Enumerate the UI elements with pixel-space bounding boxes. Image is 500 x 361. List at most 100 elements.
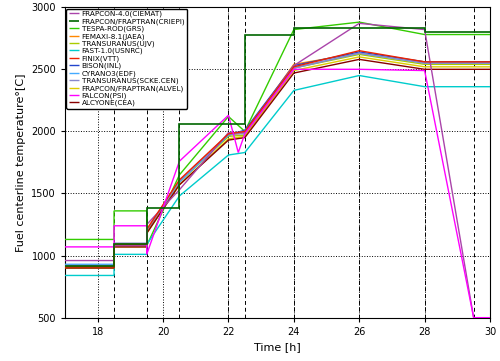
FINIX(VTT) (242, 129, 248, 134)
TESPA-ROD(GRS) (242, 129, 248, 134)
FRAPCON/FRAPTRAN(CRIEPI) (422, 30, 428, 34)
CYRANO3(EDF) (242, 129, 248, 134)
FEMAXI-8.1(JAEA) (226, 133, 232, 137)
FRAPCON/FRAPTRAN(CRIEPI) (111, 242, 117, 247)
FRAPCON/FRAPTRAN(ALVEL) (242, 134, 248, 139)
FINIX(VTT) (62, 265, 68, 269)
ALCYONE(CEA) (422, 67, 428, 71)
FRAPCON-4.0(CIEMAT) (470, 316, 476, 320)
FEMAXI-8.1(JAEA) (422, 60, 428, 64)
ALCYONE(CEA) (226, 138, 232, 142)
BISON(INL) (62, 265, 68, 269)
TRANSURANUS(SCKE.CEN) (422, 61, 428, 65)
CYRANO3(EDF) (242, 129, 248, 134)
FRAPCON/FRAPTRAN(ALVEL) (226, 137, 232, 141)
FRAPCON/FRAPTRAN(CRIEPI) (226, 122, 232, 126)
CYRANO3(EDF) (144, 242, 150, 247)
FAST-1.0(USNRC) (291, 88, 297, 92)
FRAPCON/FRAPTRAN(CRIEPI) (111, 264, 117, 268)
FRAPCON/FRAPTRAN(CRIEPI) (422, 26, 428, 30)
TRANSURANUS(UJV) (242, 133, 248, 137)
Line: FALCON(PSI): FALCON(PSI) (65, 69, 490, 318)
FALCON(PSI) (111, 245, 117, 249)
BISON(INL) (144, 229, 150, 233)
BISON(INL) (291, 64, 297, 68)
FRAPCON-4.0(CIEMAT) (422, 27, 428, 32)
FINIX(VTT) (144, 227, 150, 232)
FRAPCON/FRAPTRAN(ALVEL) (422, 65, 428, 69)
BISON(INL) (291, 64, 297, 68)
FEMAXI-8.1(JAEA) (144, 227, 150, 232)
CYRANO3(EDF) (422, 61, 428, 65)
TESPA-ROD(GRS) (144, 209, 150, 213)
TESPA-ROD(GRS) (422, 32, 428, 37)
CYRANO3(EDF) (356, 51, 362, 55)
ALCYONE(CEA) (226, 138, 232, 142)
FRAPCON/FRAPTRAN(ALVEL) (176, 183, 182, 187)
FRAPCON-4.0(CIEMAT) (144, 243, 150, 248)
BISON(INL) (487, 60, 493, 64)
FAST-1.0(USNRC) (422, 84, 428, 89)
BISON(INL) (242, 128, 248, 132)
ALCYONE(CEA) (144, 231, 150, 235)
FAST-1.0(USNRC) (144, 242, 150, 247)
FEMAXI-8.1(JAEA) (144, 242, 150, 247)
FRAPCON/FRAPTRAN(ALVEL) (422, 65, 428, 69)
FALCON(PSI) (470, 316, 476, 320)
FINIX(VTT) (291, 65, 297, 69)
TRANSURANUS(SCKE.CEN) (242, 132, 248, 136)
ALCYONE(CEA) (242, 135, 248, 140)
FAST-1.0(USNRC) (422, 84, 428, 89)
TESPA-ROD(GRS) (111, 209, 117, 213)
TRANSURANUS(UJV) (487, 62, 493, 66)
FEMAXI-8.1(JAEA) (291, 62, 297, 66)
FALCON(PSI) (291, 67, 297, 71)
TRANSURANUS(UJV) (176, 180, 182, 184)
FINIX(VTT) (291, 65, 297, 69)
FAST-1.0(USNRC) (176, 194, 182, 198)
FALCON(PSI) (487, 316, 493, 320)
FALCON(PSI) (176, 159, 182, 164)
FRAPCON-4.0(CIEMAT) (470, 316, 476, 320)
FAST-1.0(USNRC) (62, 273, 68, 278)
FINIX(VTT) (356, 48, 362, 53)
CYRANO3(EDF) (226, 133, 232, 137)
FRAPCON-4.0(CIEMAT) (291, 64, 297, 68)
FRAPCON/FRAPTRAN(ALVEL) (356, 55, 362, 59)
FRAPCON-4.0(CIEMAT) (111, 243, 117, 248)
BISON(INL) (356, 50, 362, 54)
FRAPCON-4.0(CIEMAT) (242, 130, 248, 135)
FAST-1.0(USNRC) (291, 88, 297, 92)
TRANSURANUS(SCKE.CEN) (111, 241, 117, 245)
TESPA-ROD(GRS) (291, 27, 297, 32)
FRAPCON/FRAPTRAN(ALVEL) (144, 231, 150, 235)
BISON(INL) (422, 60, 428, 64)
FRAPCON/FRAPTRAN(CRIEPI) (487, 30, 493, 34)
BISON(INL) (226, 133, 232, 137)
TESPA-ROD(GRS) (291, 27, 297, 32)
FAST-1.0(USNRC) (226, 153, 232, 157)
TESPA-ROD(GRS) (356, 20, 362, 24)
FINIX(VTT) (242, 129, 248, 134)
ALCYONE(CEA) (356, 57, 362, 61)
TRANSURANUS(UJV) (422, 62, 428, 66)
FINIX(VTT) (226, 132, 232, 136)
X-axis label: Time [h]: Time [h] (254, 342, 301, 352)
Line: TESPA-ROD(GRS): TESPA-ROD(GRS) (65, 22, 490, 245)
TRANSURANUS(UJV) (176, 180, 182, 184)
FRAPCON/FRAPTRAN(ALVEL) (111, 266, 117, 270)
ALCYONE(CEA) (111, 266, 117, 270)
TESPA-ROD(GRS) (226, 114, 232, 119)
BISON(INL) (176, 179, 182, 183)
FAST-1.0(USNRC) (144, 252, 150, 257)
FEMAXI-8.1(JAEA) (487, 60, 493, 64)
BISON(INL) (226, 133, 232, 137)
FALCON(PSI) (226, 113, 232, 117)
Y-axis label: Fuel centerline temperature°[C]: Fuel centerline temperature°[C] (16, 73, 26, 252)
CYRANO3(EDF) (422, 61, 428, 65)
FINIX(VTT) (422, 60, 428, 64)
FEMAXI-8.1(JAEA) (291, 62, 297, 66)
FEMAXI-8.1(JAEA) (356, 51, 362, 55)
FALCON(PSI) (144, 252, 150, 257)
FAST-1.0(USNRC) (111, 252, 117, 257)
